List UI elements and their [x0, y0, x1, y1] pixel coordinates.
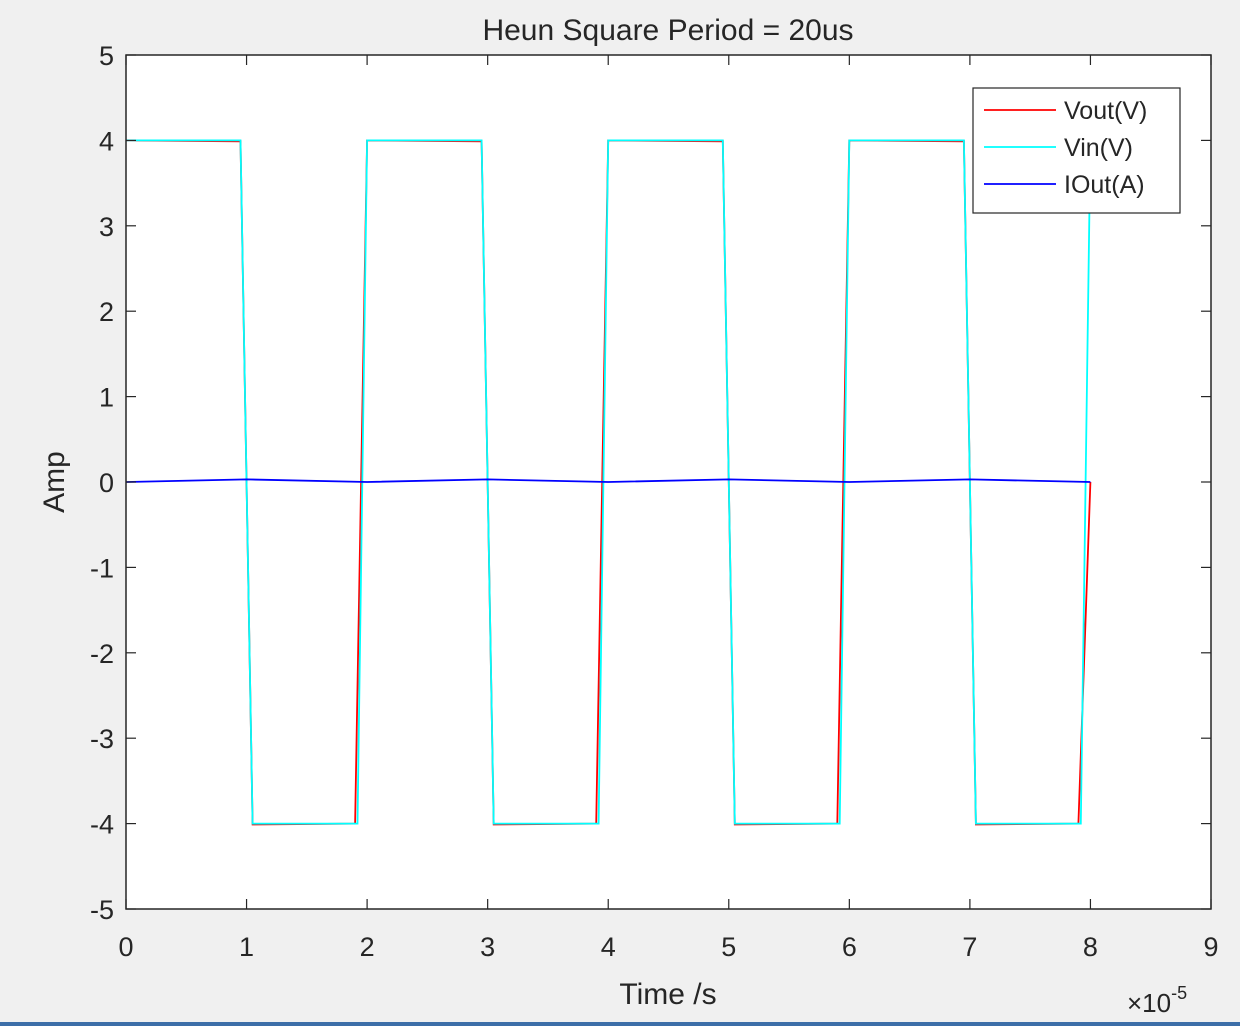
x-tick-label: 5: [721, 932, 736, 962]
x-tick-label: 9: [1203, 932, 1218, 962]
x-exponent-base: ×10: [1127, 988, 1171, 1018]
x-tick-label: 4: [601, 932, 616, 962]
series-line-vin-v: [126, 139, 1092, 825]
y-axis-ticks: -5 -4 -3 -2 -1 0 1 2 3 4 5: [90, 41, 1211, 925]
x-tick-label: 8: [1083, 932, 1098, 962]
y-tick-label: -4: [90, 810, 114, 840]
legend-label: Vin(V): [1064, 134, 1133, 162]
y-tick-label: 1: [99, 383, 114, 413]
y-tick-label: 2: [99, 297, 114, 327]
y-tick-label: 5: [99, 41, 114, 71]
y-tick-label: -3: [90, 724, 114, 754]
y-tick-label: -5: [90, 895, 114, 925]
legend-label: IOut(A): [1064, 171, 1145, 199]
y-tick-label: 4: [99, 126, 114, 156]
x-exponent-label: ×10-5: [1127, 983, 1187, 1018]
window-bottom-bar: [0, 1022, 1240, 1026]
legend: Vout(V) Vin(V) IOut(A): [972, 87, 1181, 214]
x-tick-label: 6: [842, 932, 857, 962]
plot-lines: [125, 139, 1092, 826]
x-exponent-power: -5: [1171, 983, 1187, 1003]
x-tick-label: 1: [239, 932, 254, 962]
series-line-iout-a: [125, 478, 1091, 483]
y-axis-label: Amp: [38, 451, 71, 513]
x-tick-label: 0: [118, 932, 133, 962]
legend-box: [972, 87, 1181, 214]
x-axis-label: Time /s: [619, 978, 716, 1011]
x-axis-ticks: 0 1 2 3 4 5 6 7 8 9: [118, 55, 1219, 962]
y-tick-label: -2: [90, 639, 114, 669]
x-tick-label: 2: [360, 932, 375, 962]
x-tick-label: 3: [480, 932, 495, 962]
x-tick-label: 7: [962, 932, 977, 962]
chart-title: Heun Square Period = 20us: [482, 14, 853, 47]
y-tick-label: -1: [90, 553, 114, 583]
y-tick-label: 3: [99, 212, 114, 242]
y-tick-label: 0: [99, 468, 114, 498]
legend-label: Vout(V): [1064, 97, 1147, 125]
